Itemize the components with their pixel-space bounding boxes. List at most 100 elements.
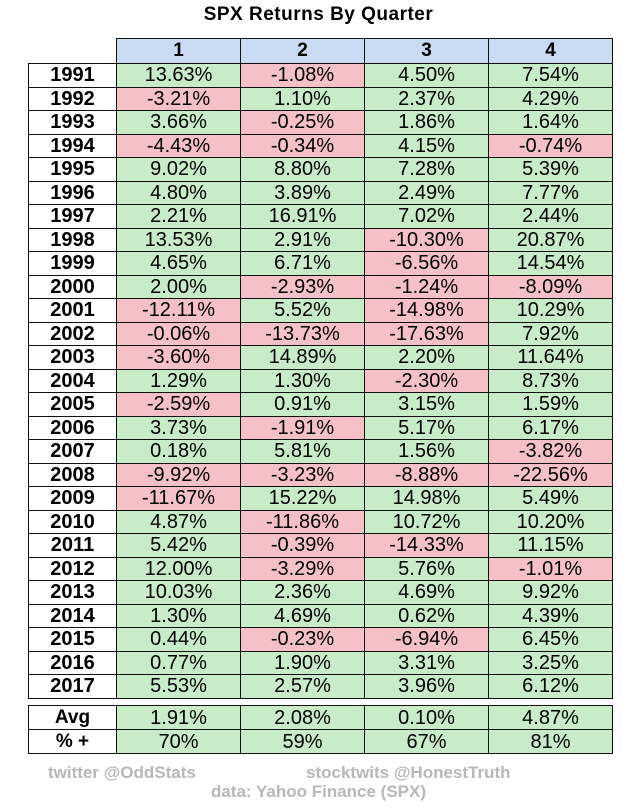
year-label: 1994 [28,133,117,158]
year-label: 2015 [28,627,117,652]
return-cell: 3.73% [116,415,241,440]
return-cell: -3.60% [116,345,241,370]
return-cell: 1.64% [488,110,613,135]
return-cell: -6.94% [364,627,489,652]
return-cell: -12.11% [116,298,241,323]
year-label: 2006 [28,415,117,440]
return-cell: 5.42% [116,533,241,558]
summary-label: Avg [28,705,117,730]
return-cell: 5.52% [240,298,365,323]
return-cell: -11.67% [116,486,241,511]
table-row: 2000 2.00% -2.93% -1.24% -8.09% [28,274,613,299]
return-cell: 6.71% [240,251,365,276]
year-label: 1993 [28,110,117,135]
twitter-credit: twitter @OddStats [48,763,196,782]
return-cell: -1.01% [488,556,613,581]
year-label: 1992 [28,86,117,111]
table-row: 2004 1.29% 1.30% -2.30% 8.73% [28,368,613,393]
returns-table: 1 2 3 4 1991 13.63% -1.08% 4.50% 7.54% 1992 -3… [28,38,613,699]
year-label: 2011 [28,533,117,558]
return-cell: 7.28% [364,157,489,182]
return-cell: -2.93% [240,274,365,299]
summary-value: 59% [240,729,365,754]
summary-value: 81% [488,729,613,754]
return-cell: 15.22% [240,486,365,511]
return-cell: 13.63% [116,63,241,88]
return-cell: -11.86% [240,509,365,534]
return-cell: 7.54% [488,63,613,88]
return-cell: 3.96% [364,674,489,699]
return-cell: 4.69% [240,603,365,628]
return-cell: -0.34% [240,133,365,158]
return-cell: -9.92% [116,462,241,487]
summary-value: 0.10% [364,705,489,730]
table-row: 2014 1.30% 4.69% 0.62% 4.39% [28,603,613,628]
return-cell: -10.30% [364,227,489,252]
return-cell: -4.43% [116,133,241,158]
return-cell: 11.64% [488,345,613,370]
year-label: 2013 [28,580,117,605]
year-label: 2014 [28,603,117,628]
return-cell: 1.30% [116,603,241,628]
quarter-header-1: 1 [116,38,241,64]
summary-value: 1.91% [116,705,241,730]
return-cell: -22.56% [488,462,613,487]
quarter-header-3: 3 [364,38,489,64]
return-cell: 5.49% [488,486,613,511]
return-cell: 6.45% [488,627,613,652]
table-row: 1994 -4.43% -0.34% 4.15% -0.74% [28,133,613,158]
return-cell: -3.29% [240,556,365,581]
return-cell: 0.91% [240,392,365,417]
year-label: 2012 [28,556,117,581]
return-cell: -8.09% [488,274,613,299]
chart-title: SPX Returns By Quarter [203,4,434,25]
return-cell: -2.30% [364,368,489,393]
stocktwits-credit: stocktwits @HonestTruth [306,763,511,782]
return-cell: -6.56% [364,251,489,276]
return-cell: 2.37% [364,86,489,111]
table-row: 2013 10.03% 2.36% 4.69% 9.92% [28,580,613,605]
table-row: 2011 5.42% -0.39% -14.33% 11.15% [28,533,613,558]
return-cell: -17.63% [364,321,489,346]
return-cell: -13.73% [240,321,365,346]
summary-value: 2.08% [240,705,365,730]
table-row: 2009 -11.67% 15.22% 14.98% 5.49% [28,486,613,511]
summary-table-body: Avg 1.91% 2.08% 0.10% 4.87%% +70% 59% 67% 81% [28,705,613,754]
table-row: 2008 -9.92% -3.23% -8.88% -22.56% [28,462,613,487]
table-row: 1998 13.53% 2.91% -10.30% 20.87% [28,227,613,252]
return-cell: 0.77% [116,650,241,675]
return-cell: 20.87% [488,227,613,252]
year-label: 2007 [28,439,117,464]
return-cell: -8.88% [364,462,489,487]
return-cell: 5.81% [240,439,365,464]
summary-row: Avg 1.91% 2.08% 0.10% 4.87% [28,705,613,730]
return-cell: 2.21% [116,204,241,229]
table-row: 1993 3.66% -0.25% 1.86% 1.64% [28,110,613,135]
return-cell: -1.08% [240,63,365,88]
year-label: 1999 [28,251,117,276]
summary-table: Avg 1.91% 2.08% 0.10% 4.87%% +70% 59% 67% 81% [28,705,613,754]
return-cell: 9.92% [488,580,613,605]
return-cell: 0.62% [364,603,489,628]
table-row: 1991 13.63% -1.08% 4.50% 7.54% [28,63,613,88]
return-cell: 2.20% [364,345,489,370]
return-cell: 5.17% [364,415,489,440]
table-row: 2003 -3.60% 14.89% 2.20% 11.64% [28,345,613,370]
year-label: 2003 [28,345,117,370]
table-row: 2015 0.44% -0.23% -6.94% 6.45% [28,627,613,652]
data-source: data: Yahoo Finance (SPX) [210,782,427,801]
return-cell: 4.87% [116,509,241,534]
return-cell: 14.54% [488,251,613,276]
return-cell: 4.50% [364,63,489,88]
return-cell: -3.21% [116,86,241,111]
year-label: 2001 [28,298,117,323]
return-cell: -14.98% [364,298,489,323]
year-label: 1997 [28,204,117,229]
return-cell: 3.25% [488,650,613,675]
return-cell: 5.76% [364,556,489,581]
table-row: 2017 5.53% 2.57% 3.96% 6.12% [28,674,613,699]
return-cell: 2.00% [116,274,241,299]
return-cell: 3.66% [116,110,241,135]
return-cell: 7.02% [364,204,489,229]
return-cell: 14.98% [364,486,489,511]
